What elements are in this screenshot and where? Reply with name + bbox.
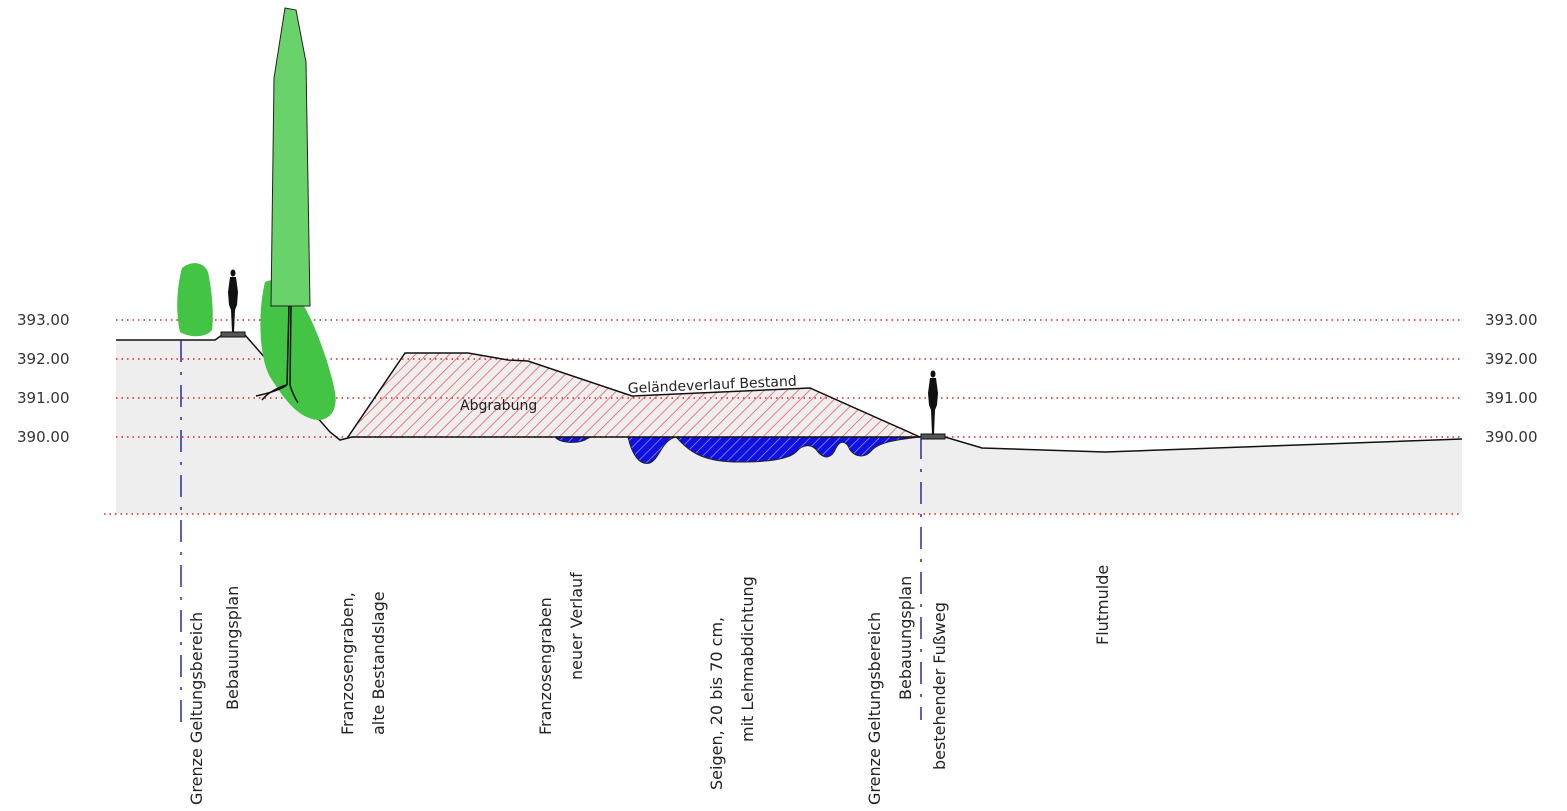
label-seigen-line2: mit Lehmabdichtung <box>738 576 757 742</box>
elevation-label-left: 393.00 <box>17 311 70 329</box>
elevation-lines <box>104 319 1462 515</box>
label-boundary-left-line1: Grenze Geltungsbereich <box>187 612 206 805</box>
terrain-existing-line <box>347 352 921 438</box>
existing-terrain-label: Geländeverlauf Bestand <box>627 374 797 397</box>
shrub-middle <box>260 280 336 420</box>
shrub-left <box>177 263 213 337</box>
tall-tree <box>270 7 311 307</box>
label-boundary-left-line2: Bebauungsplan <box>223 586 242 710</box>
label-franzosengraben-neu-line1: Franzosengraben <box>536 597 555 735</box>
excavation-label: Abgrabung <box>460 398 537 414</box>
elevation-label-right: 392.00 <box>1485 350 1538 368</box>
person-figure-left <box>220 269 246 338</box>
section-labels: Grenze Geltungsbereich Bebauungsplan Fra… <box>187 565 1112 805</box>
label-franzosengraben-alt-line1: Franzosengraben, <box>338 592 357 735</box>
label-seigen-line1: Seigen, 20 bis 70 cm, <box>707 617 726 790</box>
label-franzosengraben-neu-line2: neuer Verlauf <box>567 572 586 680</box>
excavation-area <box>348 353 920 438</box>
elevation-label-right: 390.00 <box>1485 428 1538 446</box>
elevation-label-left: 392.00 <box>17 350 70 368</box>
tree-trunk-roots <box>255 305 299 404</box>
elevation-labels-right: 393.00 392.00 391.00 390.00 <box>1485 311 1538 446</box>
elevation-labels-left: 393.00 392.00 391.00 390.00 <box>17 311 70 446</box>
label-flutmulde: Flutmulde <box>1093 565 1112 645</box>
person-figure-right <box>920 370 946 440</box>
boundary-lines <box>180 340 922 725</box>
seige-large <box>627 436 921 464</box>
elevation-label-left: 390.00 <box>17 428 70 446</box>
label-boundary-right-line1: Grenze Geltungsbereich <box>865 612 884 805</box>
label-franzosengraben-alt-line2: alte Bestandslage <box>369 591 388 735</box>
elevation-label-right: 391.00 <box>1485 389 1538 407</box>
label-boundary-right-line2: Bebauungsplan <box>896 576 915 700</box>
water-seigen <box>553 436 921 464</box>
elevation-label-right: 393.00 <box>1485 311 1538 329</box>
label-fussweg: bestehender Fußweg <box>930 602 949 770</box>
elevation-label-left: 391.00 <box>17 389 70 407</box>
